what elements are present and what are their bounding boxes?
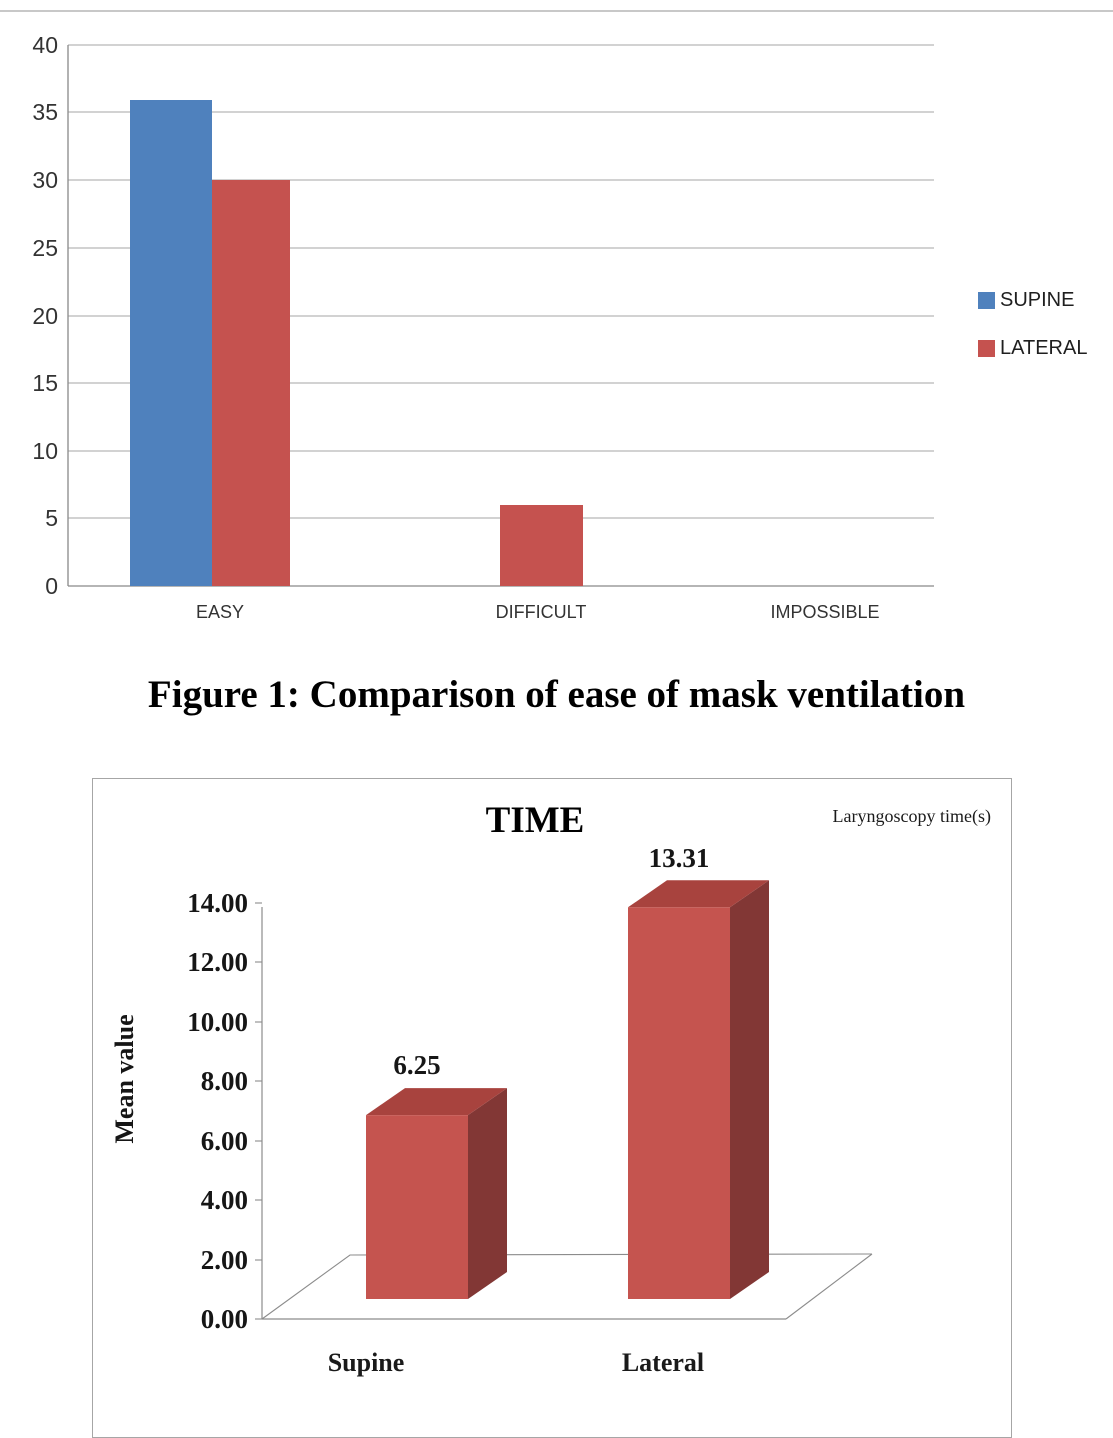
svg-text:15: 15 xyxy=(32,370,58,396)
svg-text:35: 35 xyxy=(32,99,58,125)
svg-text:25: 25 xyxy=(32,235,58,261)
svg-text:TIME: TIME xyxy=(486,800,585,841)
svg-text:6.25: 6.25 xyxy=(393,1050,440,1080)
svg-text:0: 0 xyxy=(45,573,58,599)
svg-text:12.00: 12.00 xyxy=(187,947,248,977)
svg-text:8.00: 8.00 xyxy=(201,1066,248,1096)
svg-text:SUPINE: SUPINE xyxy=(1000,289,1074,311)
svg-text:Laryngoscopy time(s): Laryngoscopy time(s) xyxy=(833,806,991,827)
svg-text:Supine: Supine xyxy=(328,1348,405,1377)
svg-text:2.00: 2.00 xyxy=(201,1245,248,1275)
svg-text:IMPOSSIBLE: IMPOSSIBLE xyxy=(770,602,879,622)
svg-text:Lateral: Lateral xyxy=(622,1348,704,1377)
svg-text:EASY: EASY xyxy=(196,602,244,622)
svg-text:6.00: 6.00 xyxy=(201,1126,248,1156)
svg-text:DIFFICULT: DIFFICULT xyxy=(496,602,587,622)
svg-text:20: 20 xyxy=(32,303,58,329)
svg-text:Mean value: Mean value xyxy=(110,1014,139,1143)
svg-text:40: 40 xyxy=(32,32,58,58)
svg-text:5: 5 xyxy=(45,505,58,531)
svg-text:0.00: 0.00 xyxy=(201,1304,248,1334)
svg-text:10: 10 xyxy=(32,438,58,464)
svg-text:13.31: 13.31 xyxy=(649,843,710,873)
svg-text:30: 30 xyxy=(32,167,58,193)
svg-text:14.00: 14.00 xyxy=(187,888,248,918)
svg-text:4.00: 4.00 xyxy=(201,1185,248,1215)
svg-text:LATERAL: LATERAL xyxy=(1000,337,1087,359)
svg-text:10.00: 10.00 xyxy=(187,1007,248,1037)
